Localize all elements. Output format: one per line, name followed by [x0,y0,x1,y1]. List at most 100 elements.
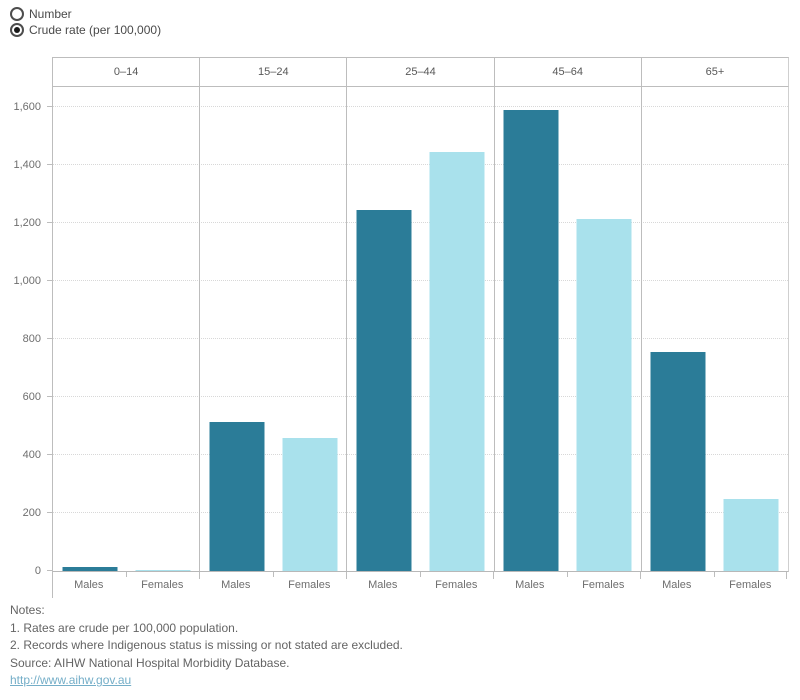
panel-15-24 [200,87,348,571]
gridline-1400 [53,164,788,166]
x-axis-boundary-tick [199,572,200,579]
x-label-panel-25-44: Males Females [346,572,493,602]
gridline-200 [53,512,788,514]
x-axis-boundary-tick [786,572,787,579]
x-axis-boundary-tick [493,572,494,579]
y-tick-label-1-200: 1,200 [13,217,41,230]
age-group-header-25-44: 25–44 [347,58,495,86]
bar-females-0-14[interactable] [135,570,191,571]
y-axis: 0 200 400 600 800 1,000 1,200 1,400 1,600 [0,87,52,577]
panel-65- [642,87,788,571]
gridline-400 [53,454,788,456]
bar-males-45-64[interactable] [503,110,559,571]
panel-0-14 [53,87,201,571]
grouped-bar-chart: 0–14 15–24 25–44 45–64 65+ 0 200 400 600 800 1,00… [0,57,800,603]
x-axis-centre-tick [566,572,568,577]
radio-number[interactable]: Number [10,6,161,22]
x-label-panel-15-24: Males Females [199,572,346,602]
y-tick-mark [47,512,52,514]
notes-title: Notes: [10,603,45,617]
radio-crude-rate[interactable]: Crude rate (per 100,000) [10,22,161,38]
bar-males-25-44[interactable] [356,210,412,571]
x-label-panel-0-14: Males Females [52,572,199,602]
x-axis-centre-tick [125,572,127,577]
radio-number-label: Number [29,7,72,21]
y-tick-label-800: 800 [22,333,41,346]
bar-panels [53,87,788,571]
slot-males-0-14 [53,87,126,571]
y-tick-mark [47,454,52,456]
y-tick-mark [47,570,52,571]
slot-females-25-44 [421,87,494,571]
age-group-header-65-: 65+ [705,66,725,78]
bar-males-15-24[interactable] [209,422,265,571]
slot-females-45-64 [568,87,641,571]
age-group-header-0-14: 0–14 [53,58,201,86]
y-tick-mark [47,338,52,340]
y-tick-mark [47,396,52,398]
bar-females-45-64[interactable] [576,219,632,571]
x-axis-boundary-tick [52,572,53,598]
y-tick-label-0: 0 [34,565,41,577]
y-tick-label-600: 600 [22,391,41,404]
x-axis-boundary-tick [346,572,347,579]
measure-radio-group: Number Crude rate (per 100,000) [10,6,161,38]
age-group-header-row: 0–14 15–24 25–44 45–64 65+ [52,57,789,87]
x-label-females-45-64: Females [582,579,625,591]
bar-females-65-[interactable] [723,499,779,571]
panel-25-44 [347,87,495,571]
x-label-males-65-: Males [662,579,692,591]
y-tick-mark [47,164,52,166]
slot-females-0-14 [126,87,199,571]
x-axis-centre-tick [713,572,715,577]
x-label-males-25-44: Males [368,579,398,591]
y-tick-mark [47,222,52,224]
x-label-females-15-24: Females [288,579,331,591]
note-line-2: 2. Records where Indigenous status is mi… [10,638,403,652]
y-tick-label-400: 400 [22,449,41,462]
y-tick-label-1-400: 1,400 [13,159,41,172]
gridline-1200 [53,222,788,224]
gridline-1000 [53,280,788,282]
x-label-males-0-14: Males [74,579,104,591]
slot-males-45-64 [495,87,568,571]
bar-females-15-24[interactable] [282,438,338,571]
x-label-males-15-24: Males [221,579,251,591]
panel-45-64 [495,87,642,571]
age-group-header-15-24: 15–24 [200,58,348,86]
radio-unselected-icon[interactable] [10,7,24,21]
notes-block: Notes: 1. Rates are crude per 100,000 po… [10,602,403,690]
x-label-males-45-64: Males [515,579,545,591]
age-group-header-45-64: 45–64 [495,58,642,86]
y-tick-label-1-000: 1,000 [13,275,41,288]
radio-selected-icon[interactable] [10,23,24,37]
y-tick-mark [47,280,52,282]
bar-females-25-44[interactable] [429,152,485,571]
x-label-females-0-14: Females [141,579,184,591]
y-tick-label-1-600: 1,600 [13,101,41,114]
bar-males-65-[interactable] [650,352,706,571]
gridline-1600 [53,106,788,108]
x-axis-labels: Males Females Males Females Males Females Male… [52,572,787,602]
x-label-females-25-44: Females [435,579,478,591]
slot-females-15-24 [273,87,346,571]
radio-crude-rate-label: Crude rate (per 100,000) [29,23,162,37]
plot-area [52,87,789,572]
x-label-panel-65-: Males Females [640,572,787,602]
slot-males-65- [642,87,715,571]
x-axis-centre-tick [419,572,421,577]
source-link[interactable]: http://www.aihw.gov.au [10,673,132,687]
y-tick-mark [47,106,52,108]
x-axis-centre-tick [272,572,274,577]
gridline-600 [53,396,788,398]
bar-males-0-14[interactable] [62,567,118,571]
slot-males-25-44 [347,87,420,571]
slot-females-65- [715,87,788,571]
x-label-females-65-: Females [729,579,772,591]
slot-males-15-24 [200,87,273,571]
note-source: Source: AIHW National Hospital Morbidity… [10,655,290,670]
y-tick-label-200: 200 [22,507,41,520]
x-label-panel-45-64: Males Females [493,572,640,602]
note-line-1: 1. Rates are crude per 100,000 populatio… [10,620,239,635]
